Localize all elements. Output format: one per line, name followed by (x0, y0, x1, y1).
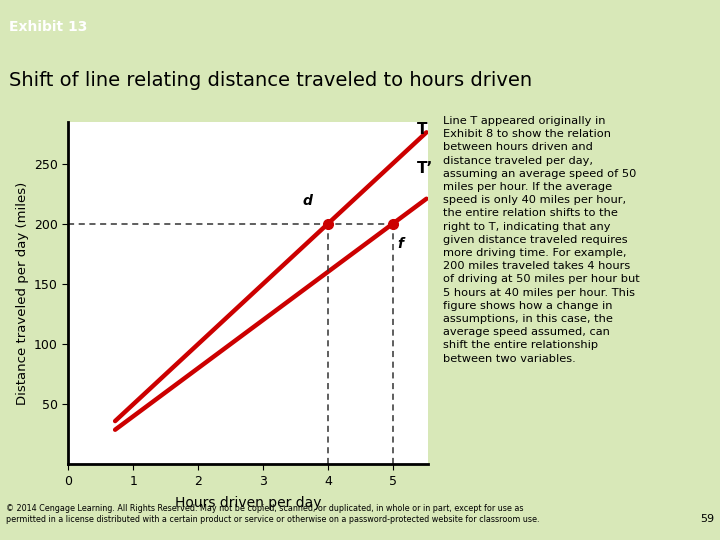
Text: Exhibit 13: Exhibit 13 (9, 20, 87, 34)
Text: Line T appeared originally in
Exhibit 8 to show the relation
between hours drive: Line T appeared originally in Exhibit 8 … (443, 116, 639, 364)
Text: f: f (397, 237, 403, 251)
Text: T’: T’ (418, 161, 433, 176)
Y-axis label: Distance traveled per day (miles): Distance traveled per day (miles) (16, 181, 29, 404)
X-axis label: Hours driven per day: Hours driven per day (175, 496, 322, 510)
Text: © 2014 Cengage Learning. All Rights Reserved. May not be copied, scanned, or dup: © 2014 Cengage Learning. All Rights Rese… (6, 504, 539, 524)
Text: d: d (302, 194, 312, 208)
Text: Shift of line relating distance traveled to hours driven: Shift of line relating distance traveled… (9, 71, 532, 90)
Text: T: T (418, 123, 428, 137)
Text: 59: 59 (700, 514, 714, 524)
